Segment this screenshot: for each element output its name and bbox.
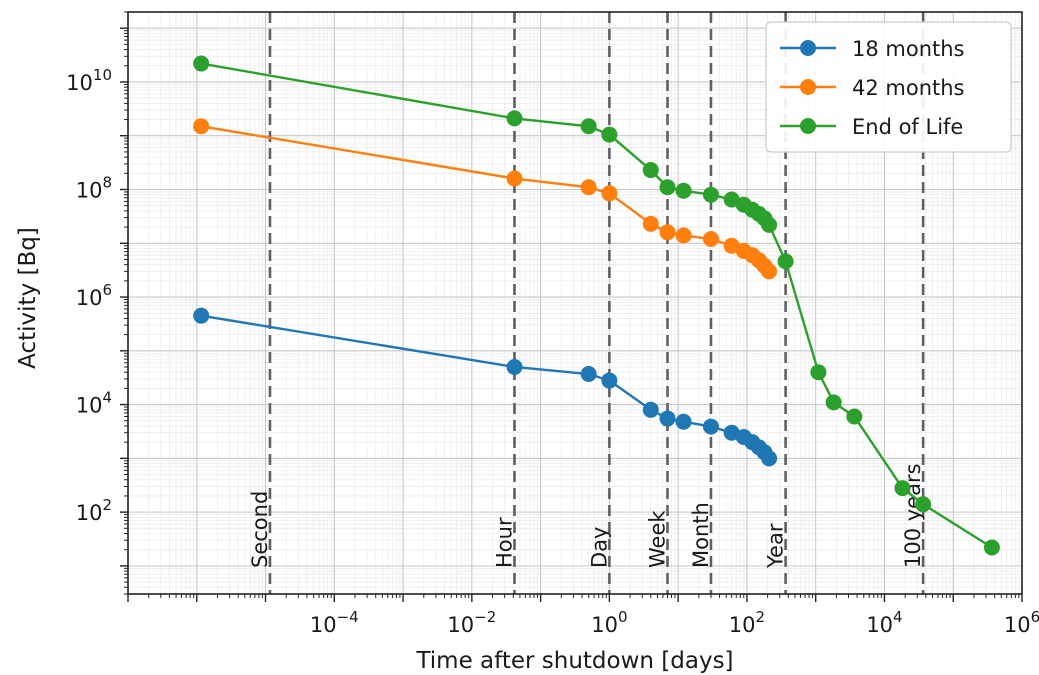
- data-point: [506, 170, 523, 187]
- data-point: [642, 215, 659, 232]
- y-tick-label: 102: [76, 496, 112, 525]
- data-point: [659, 410, 676, 427]
- data-point: [506, 110, 523, 127]
- legend-label: 18 months: [852, 37, 965, 61]
- axis-ticks: [120, 11, 1023, 602]
- data-point: [580, 366, 597, 383]
- data-point: [723, 237, 740, 254]
- data-point: [193, 307, 210, 324]
- data-point: [702, 186, 719, 203]
- data-point: [777, 253, 794, 270]
- reference-line-label: Hour: [492, 517, 516, 568]
- data-point: [761, 450, 778, 467]
- x-axis-label: Time after shutdown [days]: [415, 648, 733, 674]
- legend-label: End of Life: [852, 115, 963, 139]
- y-tick-label: 106: [76, 281, 112, 310]
- legend-marker: [800, 118, 816, 134]
- y-axis-label: Activity [Bq]: [15, 227, 41, 369]
- data-point: [580, 179, 597, 196]
- data-point: [642, 401, 659, 418]
- data-point: [601, 126, 618, 143]
- plot-frame: [127, 11, 1023, 595]
- series-end-of-life: [193, 55, 1000, 556]
- data-point: [723, 424, 740, 441]
- x-tick-label: 104: [866, 608, 902, 637]
- data-point: [506, 358, 523, 375]
- reference-line-label: Month: [689, 502, 713, 568]
- y-tick-label: 108: [76, 173, 112, 202]
- data-point: [642, 162, 659, 179]
- data-point: [915, 496, 932, 513]
- data-point: [193, 55, 210, 72]
- reference-line-label: Second: [248, 491, 272, 568]
- data-point: [675, 227, 692, 244]
- data-point: [580, 118, 597, 135]
- data-point: [702, 231, 719, 248]
- data-point: [723, 191, 740, 208]
- series-42-months: [193, 118, 778, 280]
- data-series: [193, 55, 1000, 556]
- data-point: [659, 224, 676, 241]
- reference-lines: Second Hour Day Week Month Year 100 years: [248, 12, 925, 594]
- reference-line-label: Day: [587, 527, 611, 568]
- data-point: [983, 539, 1000, 556]
- y-tick-label: 104: [76, 389, 112, 418]
- x-tick-label: 102: [729, 608, 765, 637]
- reference-line-label: Year: [764, 523, 788, 569]
- data-point: [601, 185, 618, 202]
- reference-line-label: 100 years: [901, 463, 925, 568]
- legend-marker: [800, 40, 816, 56]
- data-point: [675, 413, 692, 430]
- tick-labels: 10−4 10−2 100 102 104 106 102 104 106 108 1010: [66, 66, 1039, 637]
- reference-line-label: Week: [646, 510, 670, 568]
- y-tick-label: 1010: [66, 66, 112, 95]
- data-point: [702, 418, 719, 435]
- x-tick-label: 10−2: [447, 608, 496, 637]
- x-tick-label: 10−4: [310, 608, 359, 637]
- data-point: [659, 179, 676, 196]
- data-point: [894, 480, 911, 497]
- data-point: [825, 394, 842, 411]
- data-point: [846, 408, 863, 425]
- x-tick-label: 100: [591, 608, 627, 637]
- series-18-months: [193, 307, 778, 467]
- data-point: [761, 263, 778, 280]
- legend-label: 42 months: [852, 76, 965, 100]
- data-point: [601, 372, 618, 389]
- legend-marker: [800, 79, 816, 95]
- data-point: [761, 216, 778, 233]
- data-point: [193, 118, 210, 135]
- data-point: [810, 364, 827, 381]
- legend: 18 months 42 months End of Life: [765, 21, 1012, 153]
- data-point: [675, 182, 692, 199]
- legend-box: [765, 21, 1012, 153]
- x-tick-label: 106: [1004, 608, 1039, 637]
